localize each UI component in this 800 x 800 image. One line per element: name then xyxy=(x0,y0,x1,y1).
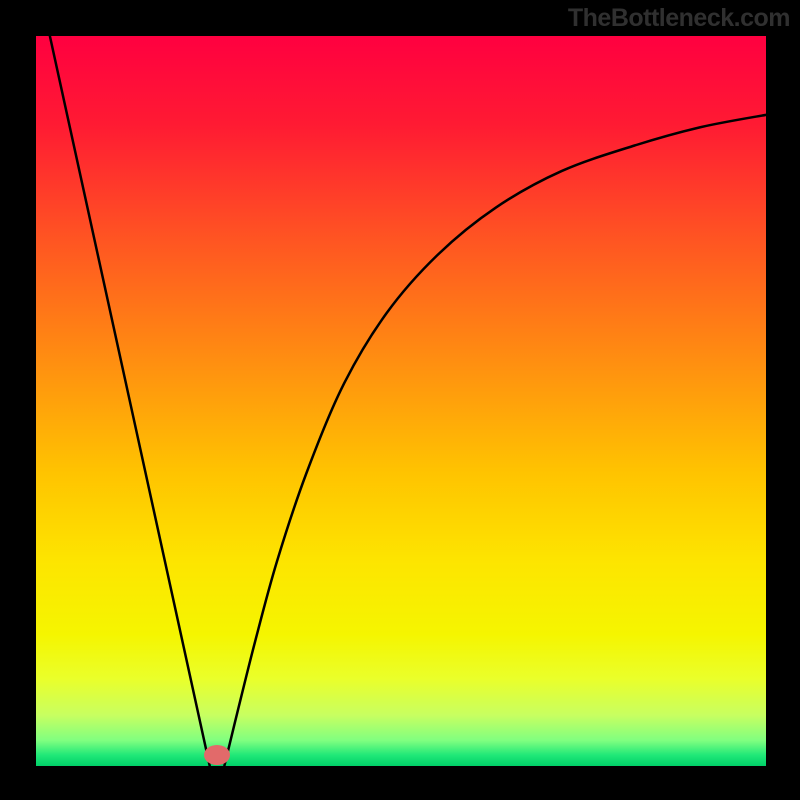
curve-left-branch xyxy=(50,36,210,766)
curve-layer xyxy=(0,0,800,800)
curve-right-branch xyxy=(224,115,766,766)
chart-container: TheBottleneck.com xyxy=(0,0,800,800)
bottleneck-marker xyxy=(204,745,230,765)
watermark-text: TheBottleneck.com xyxy=(568,4,790,33)
